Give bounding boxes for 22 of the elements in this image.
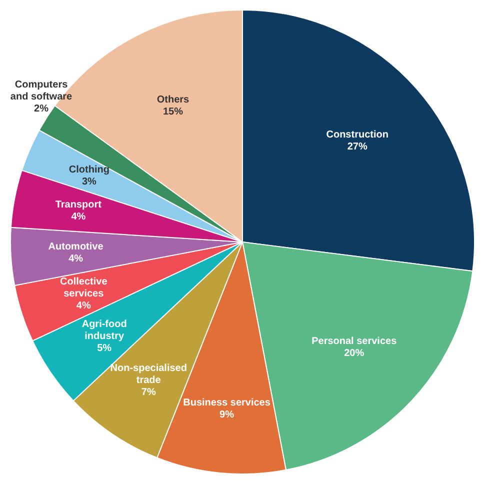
slice-label: Collective services bbox=[60, 276, 108, 300]
slice-label: Agri-food industry bbox=[82, 318, 127, 342]
slice-label: Transport bbox=[55, 200, 102, 211]
slice-label: Computers and software bbox=[10, 80, 73, 103]
slice-label: Clothing bbox=[68, 164, 110, 176]
slice-label: Automotive bbox=[48, 241, 104, 252]
slice-label: Non-specialised trade bbox=[110, 363, 187, 386]
data-label: 4% bbox=[71, 212, 86, 223]
slice-label: Construction bbox=[326, 130, 388, 141]
data-label: 4% bbox=[76, 300, 91, 312]
slice-label: Others bbox=[156, 94, 190, 106]
data-label: 20% bbox=[344, 348, 364, 359]
data-label: 27% bbox=[347, 142, 368, 153]
data-label: 7% bbox=[141, 387, 156, 398]
data-label: 4% bbox=[68, 253, 84, 264]
data-label: 5% bbox=[97, 342, 112, 354]
data-label: 15% bbox=[162, 106, 184, 118]
data-label: 3% bbox=[82, 176, 97, 188]
data-label: 9% bbox=[220, 409, 234, 420]
slice-label: Personal services bbox=[312, 336, 398, 347]
slice-label: Business services bbox=[183, 397, 271, 408]
data-label: 2% bbox=[34, 104, 49, 115]
